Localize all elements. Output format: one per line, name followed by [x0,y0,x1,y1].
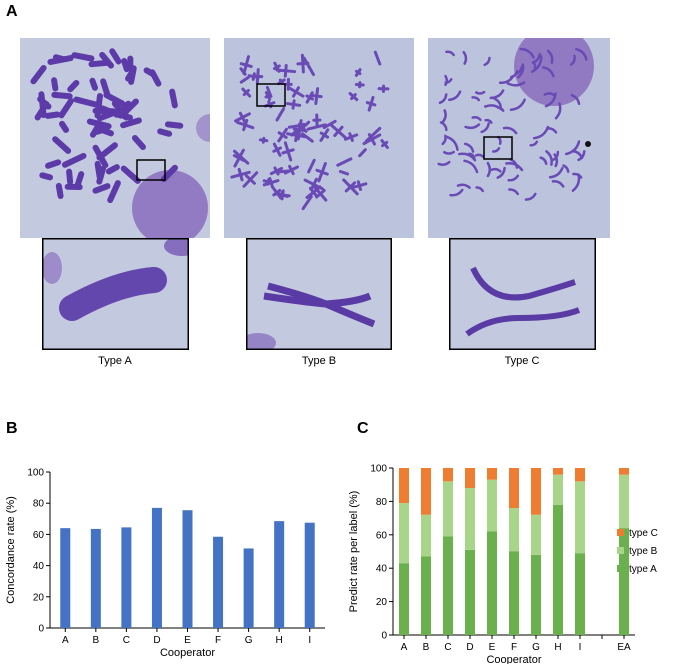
chart-c-x-tick-label: G [532,642,540,653]
chart-b-y-tick-label: 100 [27,468,44,479]
bar-D [151,507,162,628]
chart-concordance-rate: 0 20 40 60 80 100 Concordance rate (%) Cooperat… [5,468,325,659]
chart-b-x-tick-label: B [92,635,99,646]
caption-type-c: Type C [504,355,540,367]
chart-c-x-tick-label: F [511,642,517,653]
bar-I-type-A [575,553,585,635]
micrograph-type-c [428,38,610,238]
bar-A-type-A [399,563,409,635]
micrograph-type-a [20,38,210,238]
legend-label-type-C: type C [629,528,658,539]
chart-b-y-tick-label: 0 [38,624,44,635]
chart-b-x-tick-label: E [184,635,191,646]
bar-B-type-B [421,514,431,557]
bar-B-type-C [421,468,431,515]
chart-c-x-label: Cooperator [486,654,541,664]
bar-H-type-C [553,468,563,475]
chart-c-x-tick-label: B [423,642,430,653]
bar-E [182,510,193,628]
chart-c-y-label: Predict rate per label (%) [348,491,360,613]
bar-E-type-B [487,479,497,532]
bar-E-type-A [487,531,497,635]
bar-G-type-A [531,554,541,635]
caption-type-b: Type B [301,355,337,367]
bar-D-type-B [465,488,475,550]
bar-A-type-B [399,503,409,564]
inset-type-a [42,238,189,350]
legend-swatch-type-A [617,565,624,572]
legend-label-type-A: type A [629,564,657,575]
chart-b-x-tick-label: F [215,635,221,646]
bar-C-type-A [443,536,453,635]
bar-I [304,522,315,628]
chart-c-y-tick-label: 20 [376,597,388,608]
chart-b-x-tick-label: A [62,635,69,646]
bar-F-type-A [509,551,519,635]
caption-type-a: Type A [98,355,132,367]
bar-EA-type-C [619,468,629,475]
panel-a-letter: A [6,3,18,20]
inset-type-c [449,238,596,350]
chart-b-x-tick-label: I [308,635,311,646]
bar-C-type-C [443,468,453,482]
legend-swatch-type-C [617,529,624,536]
chart-c-y-tick-label: 0 [381,631,387,642]
bar-F-type-C [509,468,519,509]
bar-G [243,548,254,628]
bar-H [274,521,285,628]
chart-c-x-tick-label: I [579,642,582,653]
bar-D-type-C [465,468,475,489]
bar-B [90,528,101,628]
chart-b-x-tick-label: C [123,635,130,646]
bar-EA-type-B [619,474,629,529]
panel-c-letter: C [357,420,369,437]
chart-b-x-tick-label: H [276,635,283,646]
bar-B-type-A [421,556,431,635]
bar-F [213,536,224,628]
chart-b-y-tick-label: 40 [33,561,45,572]
chart-b-x-tick-label: D [153,635,160,646]
chart-c-x-tick-label: D [466,642,473,653]
chart-b-x-tick-label: G [245,635,253,646]
bar-I-type-C [575,468,585,482]
bar-G-type-C [531,468,541,515]
micrograph-type-b [224,38,414,238]
chart-b-y-tick-label: 80 [33,499,45,510]
chart-c-y-tick-label: 100 [370,464,387,475]
chart-c-y-tick-label: 40 [376,564,388,575]
inset-type-b [246,238,392,350]
legend-label-type-B: type B [629,546,658,557]
bar-H-type-A [553,504,563,635]
chart-c-x-tick-label: EA [617,642,631,653]
chart-b-x-label: Cooperator [160,647,215,659]
chart-b-y-tick-label: 60 [33,530,45,541]
chart-c-x-tick-label: H [554,642,561,653]
legend-swatch-type-B [617,547,624,554]
bar-A-type-C [399,468,409,504]
chart-b-y-tick-label: 20 [33,592,45,603]
bar-C [121,527,132,628]
chart-b-y-label: Concordance rate (%) [5,496,17,604]
bar-C-type-B [443,481,453,537]
bar-A [60,528,71,628]
chart-c-x-tick-label: C [444,642,451,653]
bar-E-type-C [487,468,497,480]
chart-predict-rate: 0 20 40 60 80 100 Predict rate per label (%) Co… [348,464,658,664]
panel-b-letter: B [6,420,18,437]
bar-I-type-B [575,481,585,554]
bar-D-type-A [465,549,475,635]
chart-c-y-tick-label: 60 [376,530,388,541]
chart-c-y-tick-label: 80 [376,497,388,508]
bar-EA-type-A [619,528,629,635]
bar-H-type-B [553,474,563,505]
bar-F-type-B [509,508,519,552]
bar-G-type-B [531,514,541,555]
chart-c-x-tick-label: E [489,642,496,653]
chart-c-x-tick-label: A [401,642,408,653]
